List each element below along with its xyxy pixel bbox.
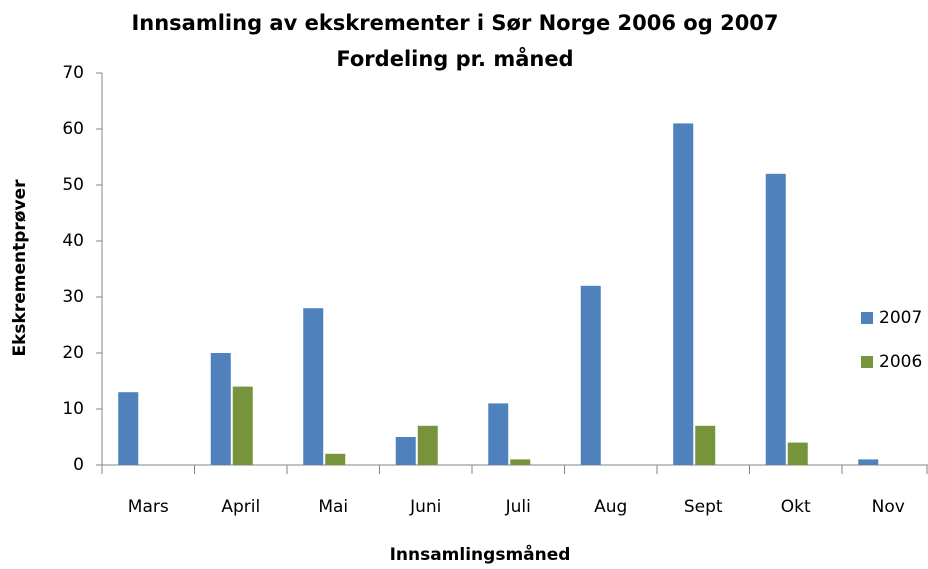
bar	[765, 173, 786, 466]
y-tick-label: 60	[62, 119, 84, 139]
y-tick-label: 70	[62, 63, 84, 83]
bar	[510, 459, 531, 465]
y-tick-label: 0	[73, 455, 84, 475]
y-tick-label: 50	[62, 175, 84, 195]
legend-label: 2007	[879, 308, 922, 328]
y-axis-title: Ekskrementprøver	[10, 179, 30, 357]
chart-subtitle: Fordeling pr. måned	[336, 46, 573, 71]
bar	[395, 437, 416, 465]
bar	[118, 392, 139, 465]
x-tick-label: Juni	[409, 497, 441, 517]
y-tick-label: 40	[62, 231, 84, 251]
x-tick-label: Aug	[594, 497, 627, 517]
y-tick-label: 10	[62, 399, 84, 419]
x-tick-label: Juli	[505, 497, 531, 517]
bar	[232, 386, 253, 465]
legend-label: 2006	[879, 352, 922, 372]
legend-swatch	[861, 356, 873, 368]
bar	[303, 308, 324, 465]
chart-title: Innsamling av ekskrementer i Sør Norge 2…	[131, 11, 778, 35]
x-tick-label: Sept	[684, 497, 723, 517]
bar	[488, 403, 509, 465]
bar	[787, 442, 808, 465]
x-axis-title: Innsamlingsmåned	[390, 543, 571, 565]
y-tick-label: 30	[62, 287, 84, 307]
bar	[580, 285, 601, 465]
x-tick-label: Mars	[128, 497, 169, 517]
bar	[673, 123, 694, 466]
y-tick-label: 20	[62, 343, 84, 363]
bar	[858, 459, 879, 465]
x-tick-label: Mai	[318, 497, 348, 517]
x-tick-label: Okt	[781, 497, 811, 517]
x-tick-label: Nov	[872, 497, 905, 517]
legend-swatch	[861, 312, 873, 324]
bar	[695, 425, 716, 465]
bar	[325, 453, 346, 465]
bar	[210, 353, 231, 465]
bar	[417, 425, 438, 465]
x-tick-label: April	[221, 497, 260, 517]
